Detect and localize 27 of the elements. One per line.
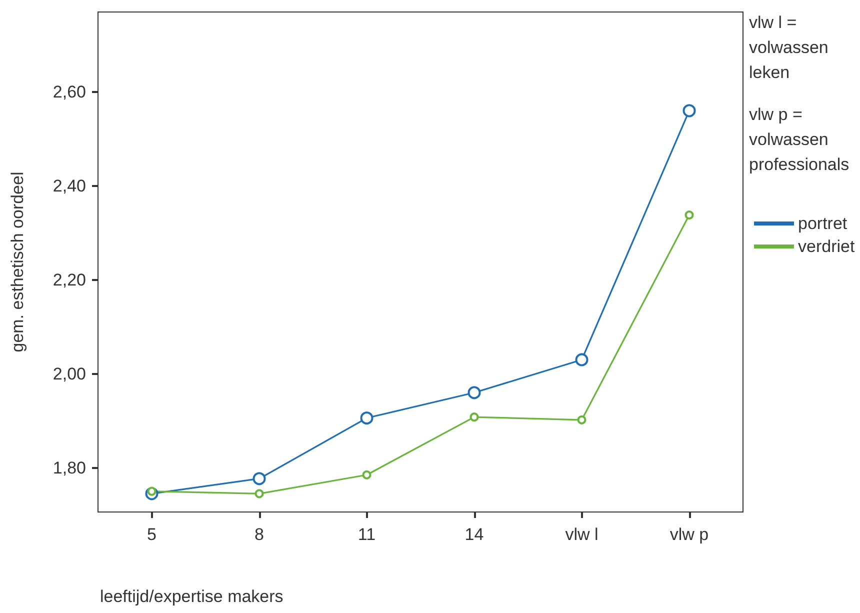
x-tick-label: 5 — [147, 525, 156, 544]
x-tick-label: vlw p — [670, 525, 709, 544]
x-tick-label: 11 — [358, 525, 376, 544]
point — [252, 472, 266, 486]
y-axis-title: gem. esthetisch oordeel — [8, 172, 27, 352]
y-tick-label: 2,20 — [52, 270, 86, 290]
y-tick-label: 2,00 — [52, 364, 86, 384]
point — [684, 210, 694, 220]
text: vlw l = volwassen leken — [749, 13, 834, 82]
point — [468, 386, 481, 400]
legend-label: portret — [798, 214, 848, 233]
point — [682, 104, 696, 118]
x-tick-label: 8 — [254, 525, 264, 544]
point — [470, 412, 479, 422]
legend-label: verdriet — [798, 237, 855, 256]
point — [362, 470, 372, 480]
point — [254, 489, 264, 498]
x-axis-title: leeftijd/expertise makers — [100, 587, 284, 606]
x-tick-label: vlw l — [565, 525, 598, 544]
point — [577, 415, 586, 424]
point — [575, 353, 588, 366]
point — [360, 412, 374, 425]
y-tick-label: 1,80 — [52, 458, 86, 478]
y-tick-label: 2,60 — [52, 82, 86, 102]
x-tick-label: 14 — [464, 525, 484, 544]
text: vlw p = volwassen professionals — [749, 105, 850, 174]
y-tick-label: 2,40 — [52, 176, 86, 196]
